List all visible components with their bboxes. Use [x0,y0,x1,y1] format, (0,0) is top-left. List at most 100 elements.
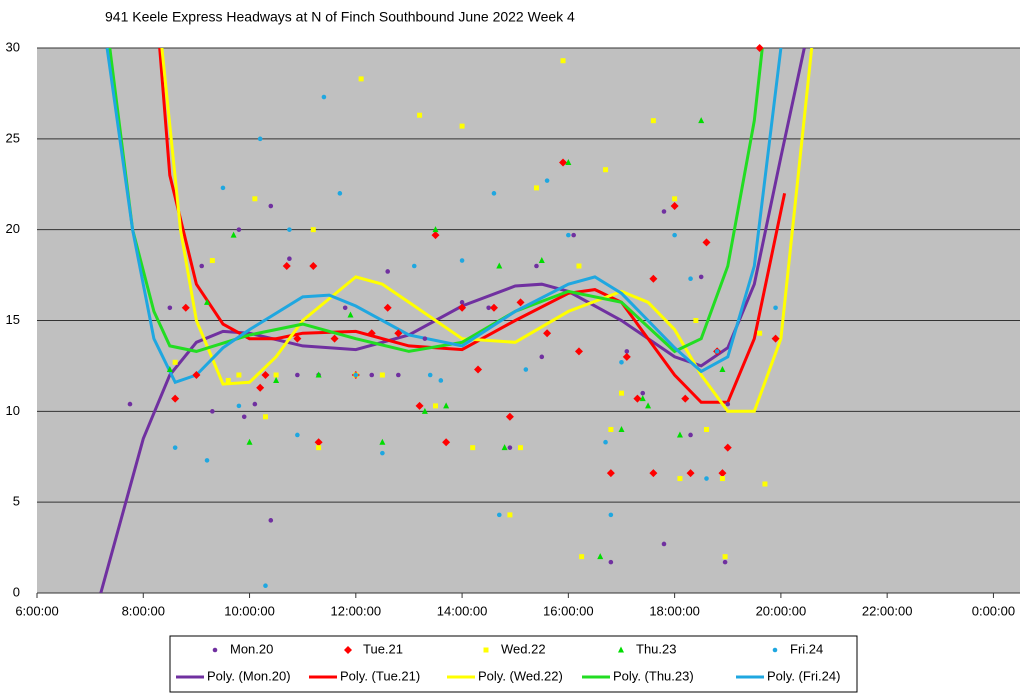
point [560,58,566,64]
point [688,276,693,282]
x-tick-label: 16:00:00 [543,603,594,618]
point [507,445,513,450]
point [314,438,323,447]
point [771,334,780,343]
x-tick-label: 20:00:00 [756,603,807,618]
point [686,469,695,478]
point [421,407,428,414]
point [603,167,609,173]
point [458,303,467,312]
point [252,401,258,407]
point [661,541,667,547]
x-tick-label: 18:00:00 [649,603,700,618]
point [431,231,440,240]
point [773,305,778,311]
point [422,336,428,341]
legend-marker [772,647,778,653]
point [650,118,656,124]
point [470,445,476,451]
point [639,395,646,402]
point [347,311,354,318]
point [236,227,242,232]
point [321,94,327,100]
point [722,554,728,560]
point [543,329,552,338]
point [369,372,375,378]
y-tick-label: 5 [13,494,20,509]
point [236,403,242,409]
point [566,232,571,238]
point [649,274,658,283]
point [491,191,497,196]
point [411,263,417,269]
legend-label: Wed.22 [501,641,546,656]
point [315,371,322,378]
point [380,450,385,456]
legend-label: Poly. (Fri.24) [767,668,840,683]
point [204,458,210,463]
point [282,262,291,270]
point [295,432,300,438]
point [268,203,274,209]
point [677,476,683,482]
x-tick-label: 22:00:00 [862,603,913,618]
point [353,372,359,378]
trendline [108,48,764,354]
point [192,371,201,379]
y-tick-label: 25 [6,130,20,145]
y-tick-label: 30 [6,39,20,54]
point [474,365,483,374]
point [603,439,608,445]
trendline [99,48,806,593]
point [622,352,631,361]
point [433,403,439,409]
point [385,269,390,274]
point [261,371,270,379]
point [539,354,545,360]
point [396,372,401,378]
legend-label: Poly. (Mon.20) [207,668,291,683]
point [518,445,524,451]
point [538,257,545,264]
point [417,112,423,118]
point [459,123,465,129]
point [640,390,646,396]
point [507,512,513,518]
point [309,262,318,270]
point [171,394,180,403]
point [559,158,568,167]
trendline [105,48,783,385]
y-tick-label: 10 [6,403,20,418]
x-tick-label: 14:00:00 [437,603,488,618]
point [618,426,625,432]
point [645,402,652,409]
point [661,209,667,214]
point [432,226,439,233]
point [755,44,764,52]
point [246,438,253,445]
point [576,263,582,269]
point [252,196,258,202]
point [722,559,728,565]
point [287,227,292,232]
point [295,372,300,378]
point [172,445,178,450]
point [383,303,392,312]
point [379,372,385,378]
legend-marker [618,646,624,653]
x-tick-label: 10:00:00 [224,603,275,618]
legend-marker [344,646,352,654]
point [316,445,322,451]
legend-label: Thu.23 [636,641,676,656]
point [719,476,725,482]
point [287,256,292,262]
point [127,401,133,407]
point [256,383,265,392]
point [702,238,711,247]
point [427,372,433,378]
point [459,258,465,263]
legend-label: Poly. (Thu.23) [613,668,694,683]
point [415,401,424,410]
legend-label: Poly. (Wed.22) [478,668,563,683]
trendline [158,48,787,404]
